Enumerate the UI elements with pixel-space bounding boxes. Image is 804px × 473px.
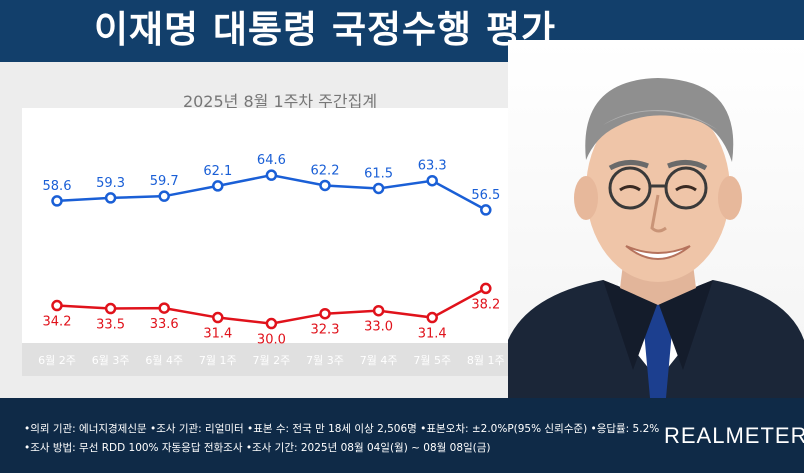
- x-tick-label: 7월 1주: [199, 354, 237, 367]
- data-point: [319, 179, 331, 192]
- data-label: 64.6: [257, 153, 286, 168]
- data-point: [158, 302, 170, 314]
- data-label: 59.3: [96, 176, 125, 191]
- brand-logo: REALMETER: [664, 423, 804, 448]
- data-point: [426, 174, 438, 187]
- x-tick-label: 6월 4주: [145, 354, 183, 367]
- x-tick-label: 8월 1주: [467, 354, 505, 367]
- x-tick-label: 7월 2주: [253, 354, 291, 367]
- x-axis-band: [22, 343, 522, 376]
- data-point: [265, 169, 278, 181]
- data-point: [372, 304, 385, 317]
- data-label: 38.2: [471, 297, 500, 312]
- footer-survey-info: •의뢰 기관: 에너지경제신문 •조사 기관: 리얼미터 •표본 수: 전국 만…: [24, 423, 660, 435]
- page-title: 이재명 대통령 국정수행 평가: [93, 8, 557, 51]
- x-tick-label: 6월 2주: [38, 354, 76, 367]
- data-label: 31.4: [203, 327, 232, 342]
- person-portrait: [508, 40, 804, 398]
- data-point: [212, 311, 224, 324]
- plot-area: [22, 108, 522, 343]
- data-point: [265, 317, 278, 330]
- data-point: [158, 190, 170, 202]
- footer-survey-method: •조사 방법: 무선 RDD 100% 자동응답 전화조사 •조사 기간: 20…: [24, 442, 491, 454]
- data-label: 30.0: [257, 333, 286, 348]
- data-point: [480, 282, 492, 295]
- chart-title: 2025년 8월 1주차 주간집계: [182, 92, 378, 111]
- data-label: 34.2: [43, 315, 72, 330]
- data-label: 31.4: [418, 327, 447, 342]
- data-point: [480, 204, 492, 216]
- x-tick-label: 7월 4주: [360, 354, 398, 367]
- data-label: 61.5: [364, 166, 393, 181]
- data-label: 33.6: [150, 317, 179, 332]
- data-label: 33.0: [364, 320, 393, 335]
- data-point: [212, 180, 224, 192]
- data-label: 62.1: [203, 164, 232, 179]
- data-label: 32.3: [311, 323, 340, 338]
- data-point: [372, 182, 385, 195]
- data-label: 33.5: [96, 318, 125, 333]
- footer: [0, 398, 804, 473]
- data-label: 56.5: [471, 188, 500, 203]
- x-tick-label: 7월 5주: [413, 354, 451, 367]
- x-tick-label: 6월 3주: [92, 354, 130, 367]
- x-tick-label: 7월 3주: [306, 354, 344, 367]
- data-point: [104, 192, 117, 204]
- data-label: 59.7: [150, 174, 179, 189]
- data-point: [426, 311, 438, 324]
- data-label: 63.3: [418, 159, 447, 174]
- data-point: [51, 195, 63, 207]
- data-label: 62.2: [311, 163, 340, 178]
- data-point: [319, 307, 331, 320]
- data-label: 58.6: [43, 179, 72, 194]
- data-point: [51, 299, 63, 312]
- data-point: [104, 302, 117, 315]
